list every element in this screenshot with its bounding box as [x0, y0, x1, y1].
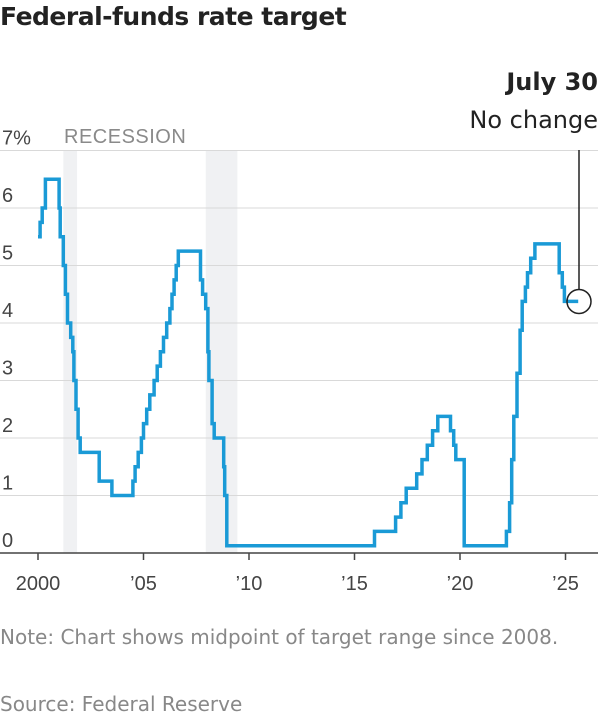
- y-tick-label-1: 1: [2, 473, 13, 495]
- annotation-marker: [566, 288, 592, 315]
- recession-label: RECESSION: [64, 126, 186, 148]
- series-line-layer: [38, 177, 579, 548]
- y-tick-label-5: 5: [2, 243, 13, 265]
- recession-bands: [63, 150, 238, 553]
- x-tick-label-2015: ’15: [341, 573, 368, 595]
- x-tick-label-2020: ’20: [447, 573, 474, 595]
- x-tick-label-2000: 2000: [16, 573, 61, 595]
- y-tick-label-0: 0: [2, 530, 13, 552]
- chart-note: Note: Chart shows midpoint of target ran…: [0, 625, 559, 649]
- y-tick-label-7: 7%: [2, 128, 31, 150]
- y-tick-label-3: 3: [2, 358, 13, 380]
- x-tick-label-2005: ’05: [130, 573, 157, 595]
- y-axis-labels: 0 1 2 3 4 5 6 7%: [2, 128, 31, 553]
- chart-source: Source: Federal Reserve: [0, 692, 243, 716]
- series-line-1: [38, 177, 579, 548]
- recession-band-1: [63, 150, 78, 553]
- annotation-text: No change: [469, 106, 598, 134]
- recession-band-2: [205, 150, 238, 553]
- x-tick-label-2025: ’25: [552, 573, 579, 595]
- y-tick-label-2: 2: [2, 415, 13, 437]
- y-tick-label-4: 4: [2, 300, 13, 322]
- chart-title: Federal-funds rate target: [0, 2, 347, 31]
- annotation-date: July 30: [504, 68, 598, 96]
- x-tick-label-2010: ’10: [236, 573, 263, 595]
- gridlines: [0, 150, 598, 496]
- y-tick-label-6: 6: [2, 185, 13, 207]
- annotation: July 30 No change: [469, 68, 598, 315]
- x-axis: 2000 ’05 ’10 ’15 ’20 ’25: [0, 552, 598, 595]
